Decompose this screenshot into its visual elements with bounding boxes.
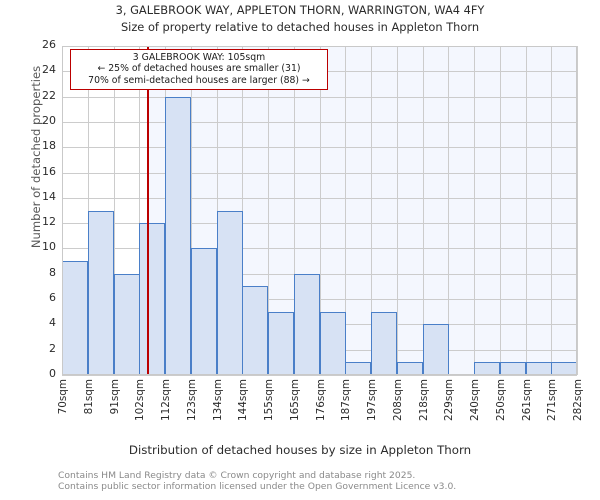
x-tick-label: 134sqm <box>212 379 224 421</box>
y-tick-label: 26 <box>42 38 56 51</box>
bar <box>423 324 449 375</box>
bar <box>242 286 268 375</box>
y-tick-label: 18 <box>42 139 56 153</box>
bar <box>551 362 577 375</box>
annotation-box: 3 GALEBROOK WAY: 105sqm ← 25% of detache… <box>70 49 328 91</box>
bar <box>217 210 243 375</box>
x-tick-label: 165sqm <box>289 379 301 421</box>
grid-line-vertical <box>114 46 115 375</box>
y-tick-label: 10 <box>42 240 56 254</box>
grid-line-horizontal <box>62 375 577 376</box>
y-tick-label: 0 <box>49 367 56 380</box>
y-tick-label: 14 <box>42 189 56 203</box>
x-axis-title: Distribution of detached houses by size … <box>128 443 472 457</box>
bar <box>294 273 320 375</box>
grid-line-vertical <box>139 46 140 375</box>
bar <box>191 248 217 375</box>
bar <box>62 261 88 375</box>
x-tick-label: 102sqm <box>134 379 146 421</box>
x-tick-label: 70sqm <box>57 379 69 415</box>
chart-title-line-2: Size of property relative to detached ho… <box>120 20 480 34</box>
bar <box>320 311 346 375</box>
chart-title-line-1: 3, GALEBROOK WAY, APPLETON THORN, WARRIN… <box>115 3 485 17</box>
grid-line-vertical <box>423 46 424 375</box>
grid-line-horizontal <box>62 121 577 123</box>
grid-line-horizontal <box>62 172 577 174</box>
y-tick-label: 20 <box>42 113 56 127</box>
bar <box>474 362 500 375</box>
plot-area <box>62 46 578 376</box>
x-tick-label: 218sqm <box>418 379 430 421</box>
chart-title: 3, GALEBROOK WAY, APPLETON THORN, WARRIN… <box>0 2 600 36</box>
bar <box>397 362 423 375</box>
grid-line-horizontal <box>62 248 577 250</box>
bar <box>268 311 294 375</box>
bar <box>114 273 140 375</box>
grid-line-vertical <box>294 46 295 375</box>
y-tick-label: 22 <box>42 88 56 102</box>
x-tick-label: 229sqm <box>443 379 455 421</box>
grid-line-vertical <box>551 46 552 375</box>
grid-line-vertical <box>345 46 346 375</box>
y-tick-label: 8 <box>49 265 56 279</box>
y-tick-label: 4 <box>49 316 56 330</box>
attribution-line-2: Contains public sector information licen… <box>58 481 457 493</box>
x-tick-label: 197sqm <box>366 379 378 421</box>
grid-line-vertical <box>371 46 372 375</box>
x-tick-label: 240sqm <box>469 379 481 421</box>
x-tick-label: 187sqm <box>340 379 352 421</box>
x-tick-label: 208sqm <box>392 379 404 421</box>
annotation-line-3: 70% of semi-detached houses are larger (… <box>88 74 310 86</box>
grid-line-horizontal <box>62 197 577 199</box>
x-tick-label: 261sqm <box>521 379 533 421</box>
bar <box>500 362 526 375</box>
grid-line-vertical <box>268 46 269 375</box>
bar <box>345 362 371 375</box>
x-tick-label: 282sqm <box>572 379 584 421</box>
attribution-footer: Contains HM Land Registry data © Crown c… <box>58 470 578 493</box>
grid-line-vertical <box>500 46 501 375</box>
y-tick-label: 6 <box>49 291 56 305</box>
grid-line-horizontal <box>62 147 577 149</box>
property-marker-line <box>146 46 149 375</box>
grid-line-vertical <box>526 46 527 375</box>
grid-line-horizontal <box>62 96 577 98</box>
grid-line-vertical <box>577 46 578 375</box>
bar <box>165 96 191 375</box>
bar <box>88 210 114 375</box>
x-tick-label: 176sqm <box>315 379 327 421</box>
x-tick-label: 250sqm <box>495 379 507 421</box>
y-tick-label: 2 <box>49 341 56 355</box>
x-tick-label: 123sqm <box>186 379 198 421</box>
grid-line-vertical <box>474 46 475 375</box>
x-tick-label: 81sqm <box>83 379 95 415</box>
annotation-line-2: ← 25% of detached houses are smaller (31… <box>97 63 301 75</box>
grid-line-horizontal <box>62 223 577 225</box>
y-tick-label: 16 <box>42 164 56 178</box>
grid-line-vertical <box>191 46 192 375</box>
y-axis-title: Number of detached properties <box>29 65 43 249</box>
bar <box>139 223 165 375</box>
x-tick-label: 271sqm <box>546 379 558 421</box>
y-tick-label: 24 <box>42 63 56 77</box>
x-tick-label: 91sqm <box>109 379 121 415</box>
x-tick-label: 155sqm <box>263 379 275 421</box>
bar <box>526 362 552 375</box>
grid-line-vertical <box>320 46 321 375</box>
grid-line-vertical <box>448 46 449 375</box>
grid-line-vertical <box>397 46 398 375</box>
x-tick-label: 144sqm <box>237 379 249 421</box>
annotation-line-1: 3 GALEBROOK WAY: 105sqm <box>132 52 266 63</box>
y-tick-label: 12 <box>42 215 56 229</box>
bar <box>371 311 397 375</box>
x-tick-label: 112sqm <box>160 379 172 421</box>
attribution-line-1: Contains HM Land Registry data © Crown c… <box>58 470 416 481</box>
